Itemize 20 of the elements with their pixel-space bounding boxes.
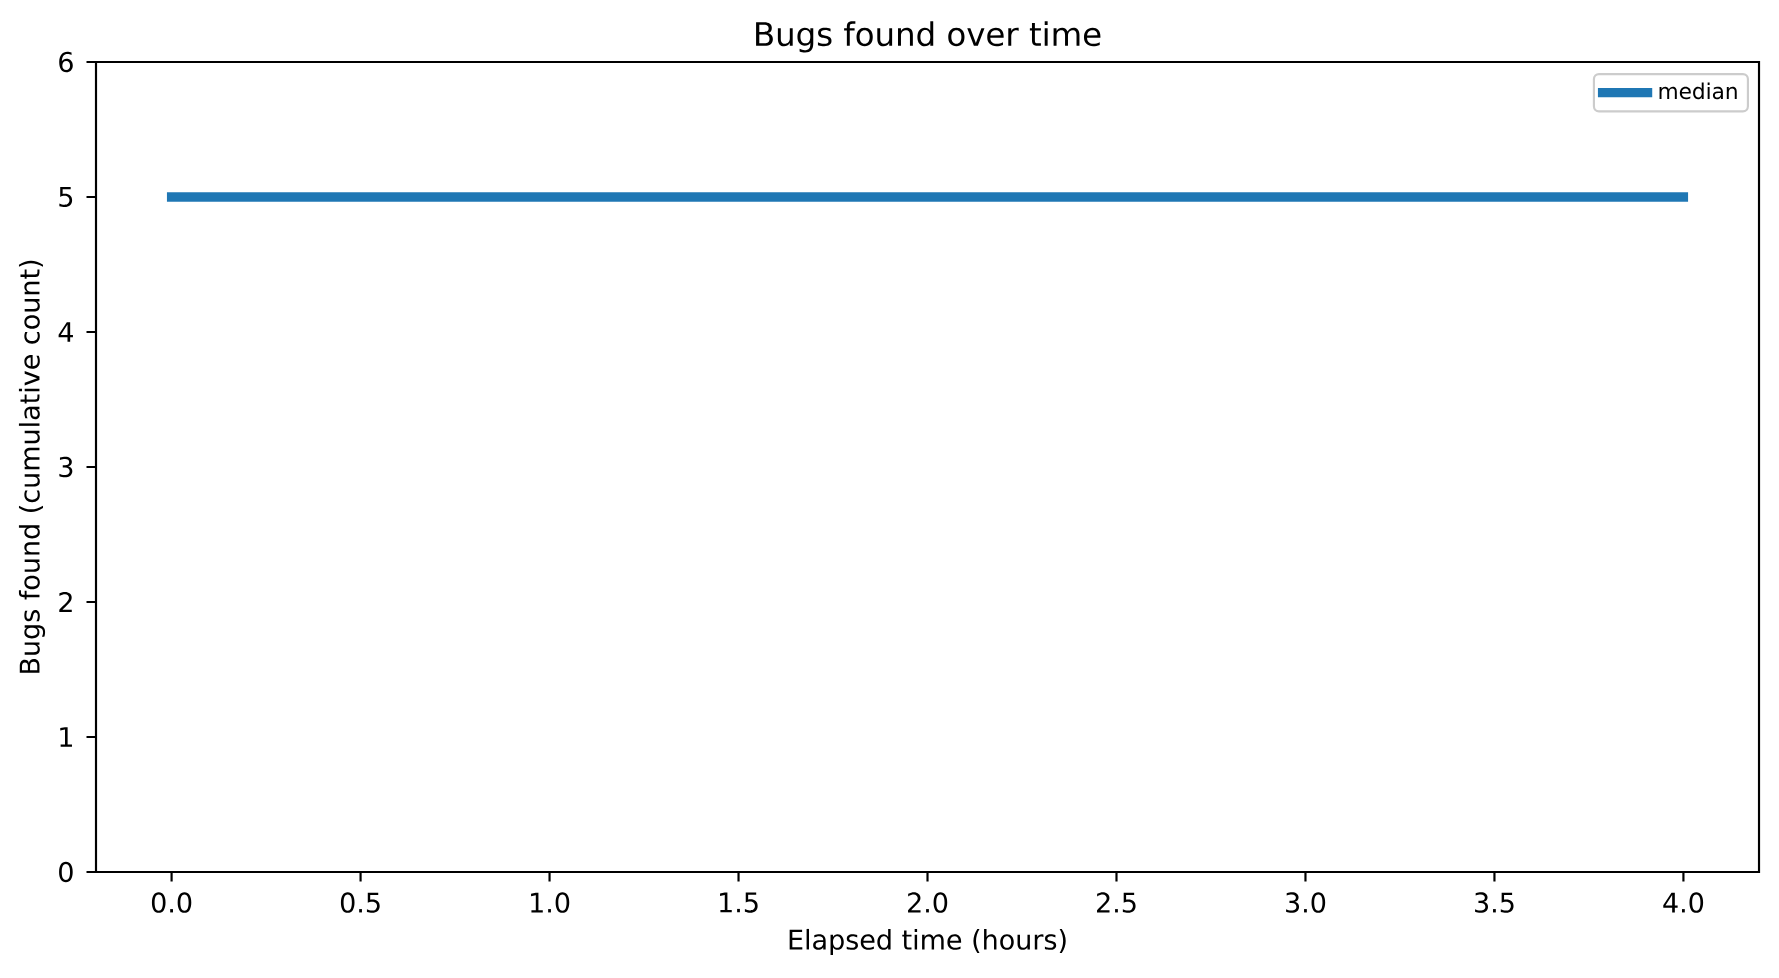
x-tick-label: 0.0 [151,892,192,913]
x-tick-label: 2.5 [1097,892,1136,913]
y-tick-label: 4 [58,322,73,342]
x-tick-label: 1.0 [531,892,570,913]
x-tick-label: 4.0 [1663,892,1704,913]
x-tick-label: 2.0 [908,892,948,913]
y-tick-label: 2 [59,591,72,613]
y-tick-label: 0 [59,861,73,883]
x-tick-label: 3.0 [1286,892,1326,913]
y-tick-label: 1 [60,727,72,747]
x-axis-title: Elapsed time (hours) [789,928,1066,956]
x-tick-label: 0.5 [340,892,380,913]
y-tick-label: 5 [59,186,73,208]
y-tick-label: 6 [59,51,73,73]
x-tick-label: 3.5 [1475,892,1514,913]
y-tick-label: 3 [59,456,73,478]
chart-title: Bugs found over time [756,21,1101,53]
legend-label: median [1659,82,1737,100]
x-tick-label: 1.5 [720,892,758,913]
y-axis-title: Bugs found (cumulative count) [18,260,46,673]
